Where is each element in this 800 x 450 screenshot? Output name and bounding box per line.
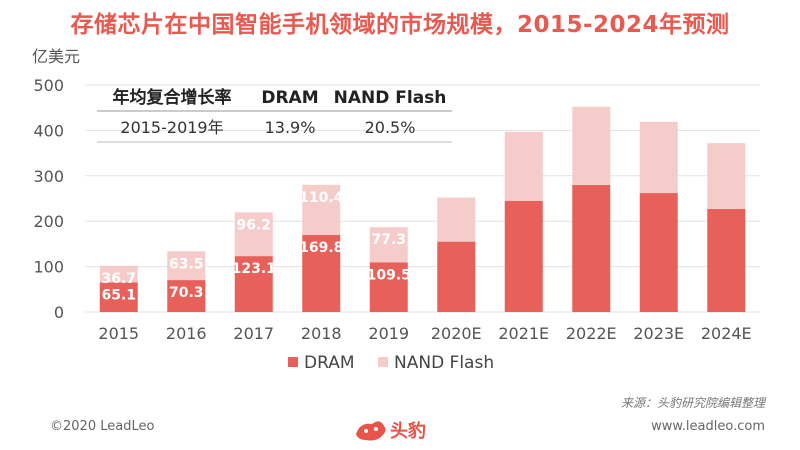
- bar-dram-2021E: [504, 200, 543, 312]
- x-tick-label: 2016: [166, 324, 207, 343]
- y-axis-unit: 亿美元: [32, 47, 80, 66]
- y-tick-labels: 0 100 200 300 400 500: [33, 76, 64, 322]
- x-tick-label: 2017: [233, 324, 274, 343]
- legend-swatch-nand: [378, 357, 388, 367]
- bar-nand-2016: [167, 251, 206, 281]
- x-tick-label: 2015: [98, 324, 139, 343]
- data-label: 110.4: [299, 190, 344, 206]
- x-tick-labels: 2015 2016 2017 2018 2019 2020E 2021E 2022E 2023E…: [98, 324, 751, 343]
- y-tick-label: 100: [33, 258, 64, 277]
- x-tick-label: 2018: [301, 324, 342, 343]
- table-header-nand: NAND Flash: [334, 88, 447, 108]
- source-note: 来源：头豹研究院编辑整理: [620, 396, 765, 410]
- y-tick-label: 400: [33, 121, 64, 140]
- bar-nand-2023E: [639, 121, 678, 194]
- bar-dram-2018: [302, 234, 341, 312]
- legend: DRAM NAND Flash: [288, 353, 494, 373]
- x-tick-label: 2024E: [701, 324, 752, 343]
- legend-label-dram: DRAM: [304, 353, 355, 373]
- x-tick-label: 2019: [368, 324, 409, 343]
- bar-nand-2022E: [572, 106, 611, 185]
- legend-label-nand: NAND Flash: [394, 353, 494, 373]
- data-label: 36.7: [101, 271, 136, 287]
- data-label: 109.5: [367, 267, 411, 283]
- table-header-cagr: 年均复合增长率: [113, 87, 232, 108]
- y-tick-label: 300: [33, 167, 64, 186]
- bar-nand-2024E: [707, 143, 746, 209]
- bar-nand-2019: [369, 227, 408, 263]
- logo-text: 头豹: [390, 421, 426, 442]
- bar-dram-2024E: [707, 208, 746, 312]
- bar-nand-2020E: [437, 197, 476, 242]
- y-tick-label: 200: [33, 212, 64, 231]
- x-tick-label: 2023E: [633, 324, 684, 343]
- x-tick-label: 2021E: [498, 324, 549, 343]
- y-tick-label: 0: [54, 303, 64, 322]
- data-label: 65.1: [101, 287, 136, 303]
- table-cell-dram-cagr: 13.9%: [265, 118, 316, 137]
- table-header-dram: DRAM: [261, 88, 318, 108]
- data-label: 169.8: [299, 240, 343, 256]
- data-label: 96.2: [236, 217, 271, 233]
- legend-swatch-dram: [288, 357, 298, 367]
- table-cell-period: 2015-2019年: [120, 118, 223, 137]
- data-label: 63.5: [169, 256, 204, 272]
- x-tick-label: 2020E: [431, 324, 482, 343]
- data-label: 77.3: [371, 232, 406, 248]
- bar-dram-2016: [167, 280, 206, 312]
- bar-dram-2020E: [437, 241, 476, 312]
- bar-dram-2015: [99, 282, 138, 312]
- leadleo-logo-icon: [356, 421, 386, 441]
- bar-dram-2022E: [572, 184, 611, 312]
- table-cell-nand-cagr: 20.5%: [365, 118, 416, 137]
- bar-nand-2018: [302, 184, 341, 235]
- bars: 65.136.7 70.3 63.5 123.1 96.2 169.8 110.4 109.5…: [99, 106, 746, 312]
- data-label: 123.1: [232, 261, 276, 277]
- cagr-table: 年均复合增长率 DRAM NAND Flash 2015-2019年 13.9%…: [97, 87, 452, 143]
- footer-website: www.leadleo.com: [651, 419, 765, 434]
- x-tick-label: 2022E: [566, 324, 617, 343]
- bar-dram-2019: [369, 262, 408, 312]
- y-tick-label: 500: [33, 76, 64, 95]
- data-label: 70.3: [169, 285, 204, 301]
- bar-nand-2017: [234, 212, 273, 257]
- chart-title: 存储芯片在中国智能手机领域的市场规模，2015-2024年预测: [70, 12, 730, 38]
- bar-dram-2017: [234, 256, 273, 312]
- footer-copyright: ©2020 LeadLeo: [50, 419, 155, 434]
- bar-nand-2015: [99, 265, 138, 283]
- bar-dram-2023E: [639, 193, 678, 312]
- bar-nand-2021E: [504, 131, 543, 201]
